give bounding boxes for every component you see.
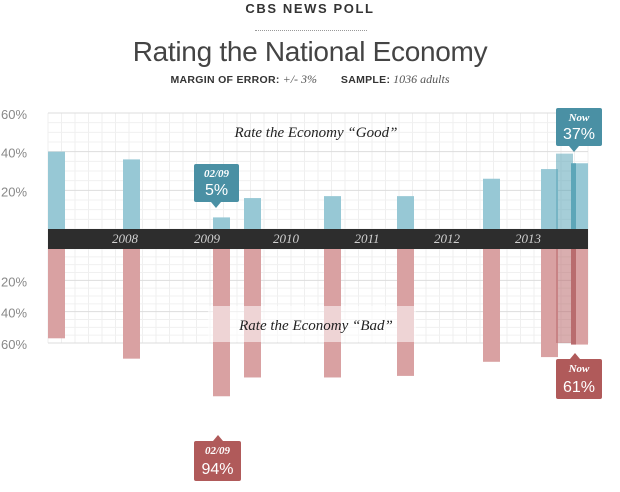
poll-kicker: CBS NEWS POLL — [245, 1, 375, 16]
timeline-band — [48, 229, 588, 249]
callout-value: 5% — [205, 182, 228, 199]
bad-bar — [483, 249, 500, 362]
good-bar — [397, 196, 414, 229]
callout-box — [556, 359, 602, 399]
kicker-divider — [255, 30, 367, 31]
good-bar — [556, 153, 573, 229]
margin-label: MARGIN OF ERROR: — [170, 74, 280, 86]
callout-box — [556, 108, 602, 146]
y-tick-good: 40% — [1, 146, 27, 161]
callout-pointer — [211, 202, 221, 208]
y-tick-bad: 40% — [1, 306, 27, 321]
callout-pointer — [570, 353, 580, 359]
page-title: Rating the National Economy — [132, 36, 488, 67]
bad-bar — [541, 249, 558, 358]
y-tick-bad: 60% — [1, 337, 27, 352]
year-label: 2008 — [112, 231, 139, 246]
callout-date: 02/09 — [204, 168, 230, 180]
y-tick-good: 20% — [1, 184, 27, 199]
callout-date: Now — [568, 363, 590, 375]
callout-value: 94% — [201, 461, 233, 478]
callout-good-0209: 02/09 5% — [194, 164, 239, 208]
year-label: 2009 — [194, 231, 221, 246]
sample-label: SAMPLE: — [340, 74, 391, 86]
good-bar-edge — [571, 163, 576, 229]
callouts: 02/09 5% Now 37% 02/09 94% Now 61% — [194, 108, 602, 481]
bad-region-label-group: Rate the Economy “Bad” — [208, 306, 416, 342]
bad-bars — [48, 249, 588, 397]
y-axis-ticks: 60% 40% 20% 20% 40% 60% — [1, 107, 27, 352]
bad-bar — [123, 249, 140, 359]
callout-date: Now — [568, 112, 590, 124]
year-label: 2011 — [354, 231, 379, 246]
bad-bar-edge — [571, 249, 576, 345]
good-region-label: Rate the Economy “Good” — [234, 125, 398, 141]
callout-pointer — [569, 146, 579, 152]
bad-region-label: Rate the Economy “Bad” — [238, 318, 393, 334]
y-tick-good: 60% — [1, 107, 27, 122]
callout-good-now: Now 37% — [556, 108, 602, 152]
good-bar — [483, 178, 500, 229]
good-bar — [541, 169, 558, 229]
callout-box — [194, 164, 239, 202]
year-label: 2012 — [434, 231, 461, 246]
bad-bar — [48, 249, 65, 339]
good-bar — [123, 159, 140, 229]
margin-value: +/- 3% — [282, 72, 318, 86]
y-tick-bad: 20% — [1, 274, 27, 289]
callout-bad-now: Now 61% — [556, 353, 602, 399]
good-bar — [244, 198, 261, 229]
good-bar — [213, 217, 230, 229]
year-label: 2013 — [515, 231, 542, 246]
good-bar — [48, 151, 65, 229]
good-bar — [324, 196, 341, 229]
callout-date: 02/09 — [205, 445, 231, 457]
sample-value: 1036 adults — [393, 72, 450, 86]
callout-value: 61% — [563, 379, 595, 396]
callout-box — [194, 441, 241, 481]
year-labels: 2008 2009 2010 2011 2012 2013 — [112, 231, 542, 246]
year-label: 2010 — [273, 231, 300, 246]
callout-bad-0209: 02/09 94% — [194, 435, 241, 481]
good-bars — [48, 151, 588, 229]
poll-meta: MARGIN OF ERROR: +/- 3% SAMPLE: 1036 adu… — [0, 72, 620, 87]
callout-value: 37% — [563, 126, 595, 143]
callout-pointer — [213, 435, 223, 441]
bad-bar — [556, 249, 573, 343]
